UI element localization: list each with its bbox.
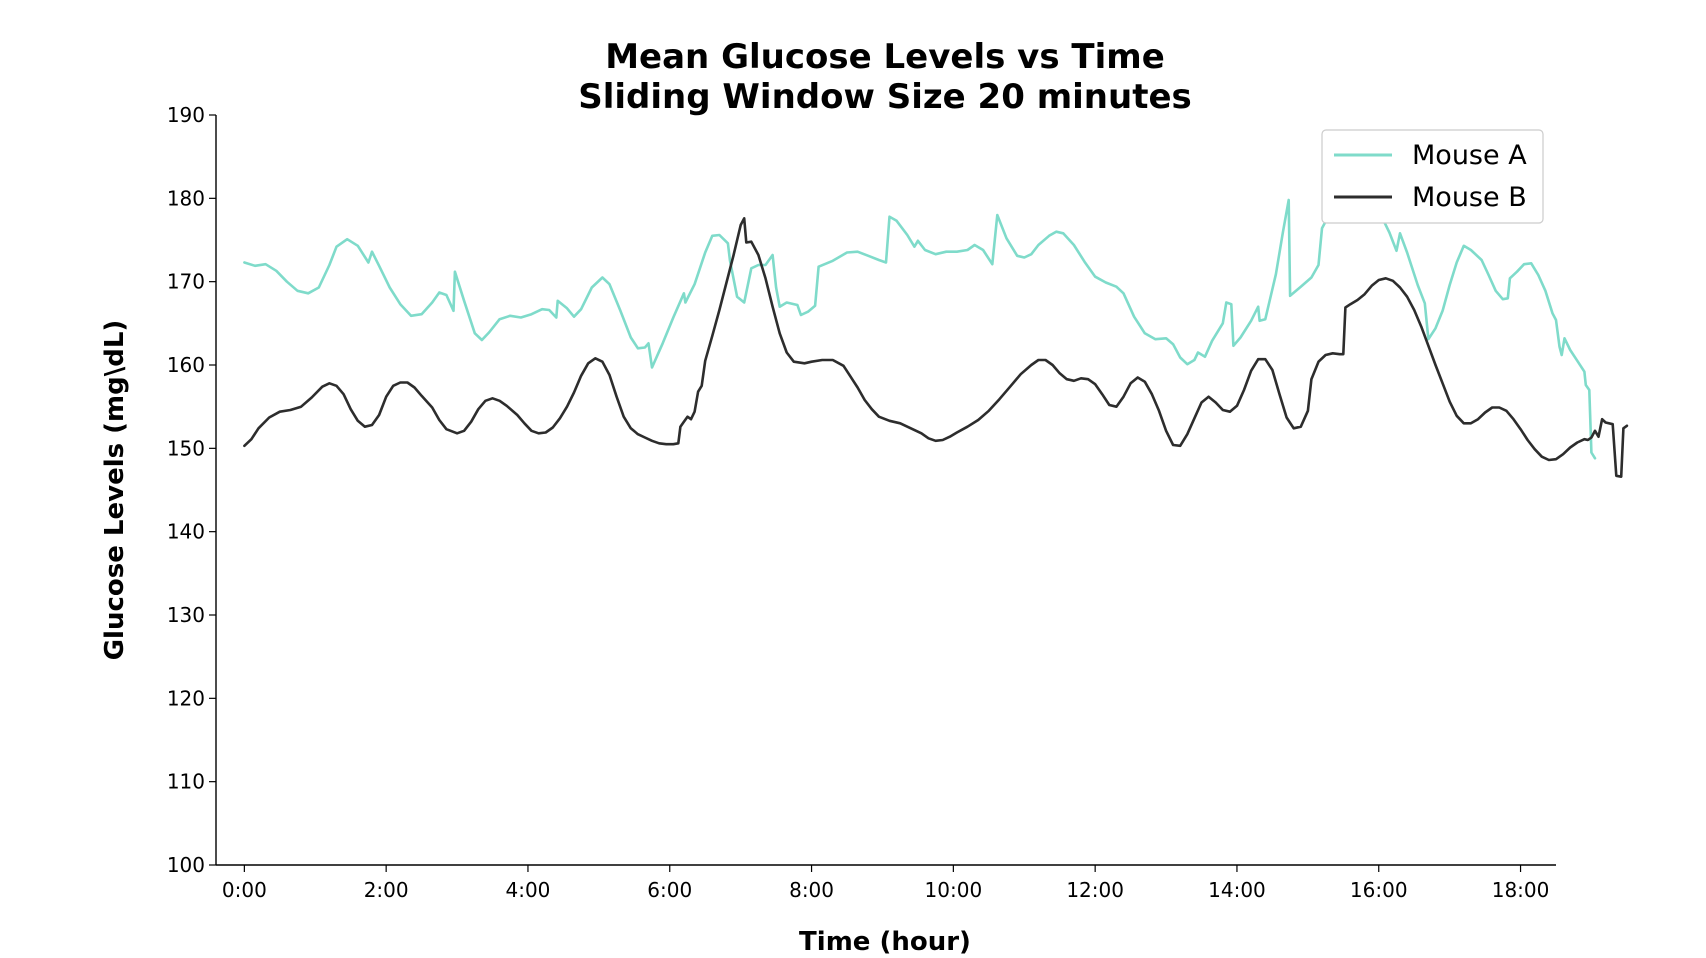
x-tick-label: 16:00 [1350, 878, 1408, 902]
legend-label-mouse-b: Mouse B [1412, 182, 1527, 213]
y-axis-label: Glucose Levels (mg\dL) [100, 320, 130, 661]
series-line-mouse-b [243, 217, 1629, 478]
y-tick-label: 150 [167, 436, 205, 460]
y-tick-label: 120 [167, 686, 205, 710]
y-tick-label: 160 [167, 353, 205, 377]
y-tick-label: 180 [167, 186, 205, 210]
y-tick-label: 130 [167, 603, 205, 627]
x-tick-label: 8:00 [789, 878, 834, 902]
x-axis-ticks: 0:00 2:00 4:00 6:00 8:00 10:00 12:00 14:00 16:00… [222, 865, 1549, 902]
plot-area [243, 185, 1629, 478]
x-tick-label: 4:00 [505, 878, 550, 902]
x-tick-label: 18:00 [1492, 878, 1550, 902]
x-tick-label: 14:00 [1208, 878, 1266, 902]
y-tick-label: 100 [167, 853, 205, 877]
x-tick-label: 0:00 [222, 878, 267, 902]
y-tick-label: 140 [167, 520, 205, 544]
legend: Mouse A Mouse B [1321, 129, 1544, 224]
y-tick-label: 190 [167, 103, 205, 127]
x-axis-label: Time (hour) [799, 927, 971, 957]
legend-label-mouse-a: Mouse A [1412, 140, 1527, 171]
x-tick-label: 6:00 [647, 878, 692, 902]
chart-title-line1: Mean Glucose Levels vs Time [605, 37, 1165, 77]
y-axis-ticks: 100 110 120 130 140 150 160 170 180 190 [167, 103, 216, 877]
x-tick-label: 12:00 [1066, 878, 1124, 902]
y-tick-label: 110 [167, 770, 205, 794]
y-tick-label: 170 [167, 270, 205, 294]
x-tick-label: 2:00 [364, 878, 409, 902]
legend-box [1321, 129, 1544, 224]
x-tick-label: 10:00 [925, 878, 983, 902]
chart-title-line2: Sliding Window Size 20 minutes [578, 77, 1192, 117]
series-line-mouse-a [243, 185, 1597, 460]
